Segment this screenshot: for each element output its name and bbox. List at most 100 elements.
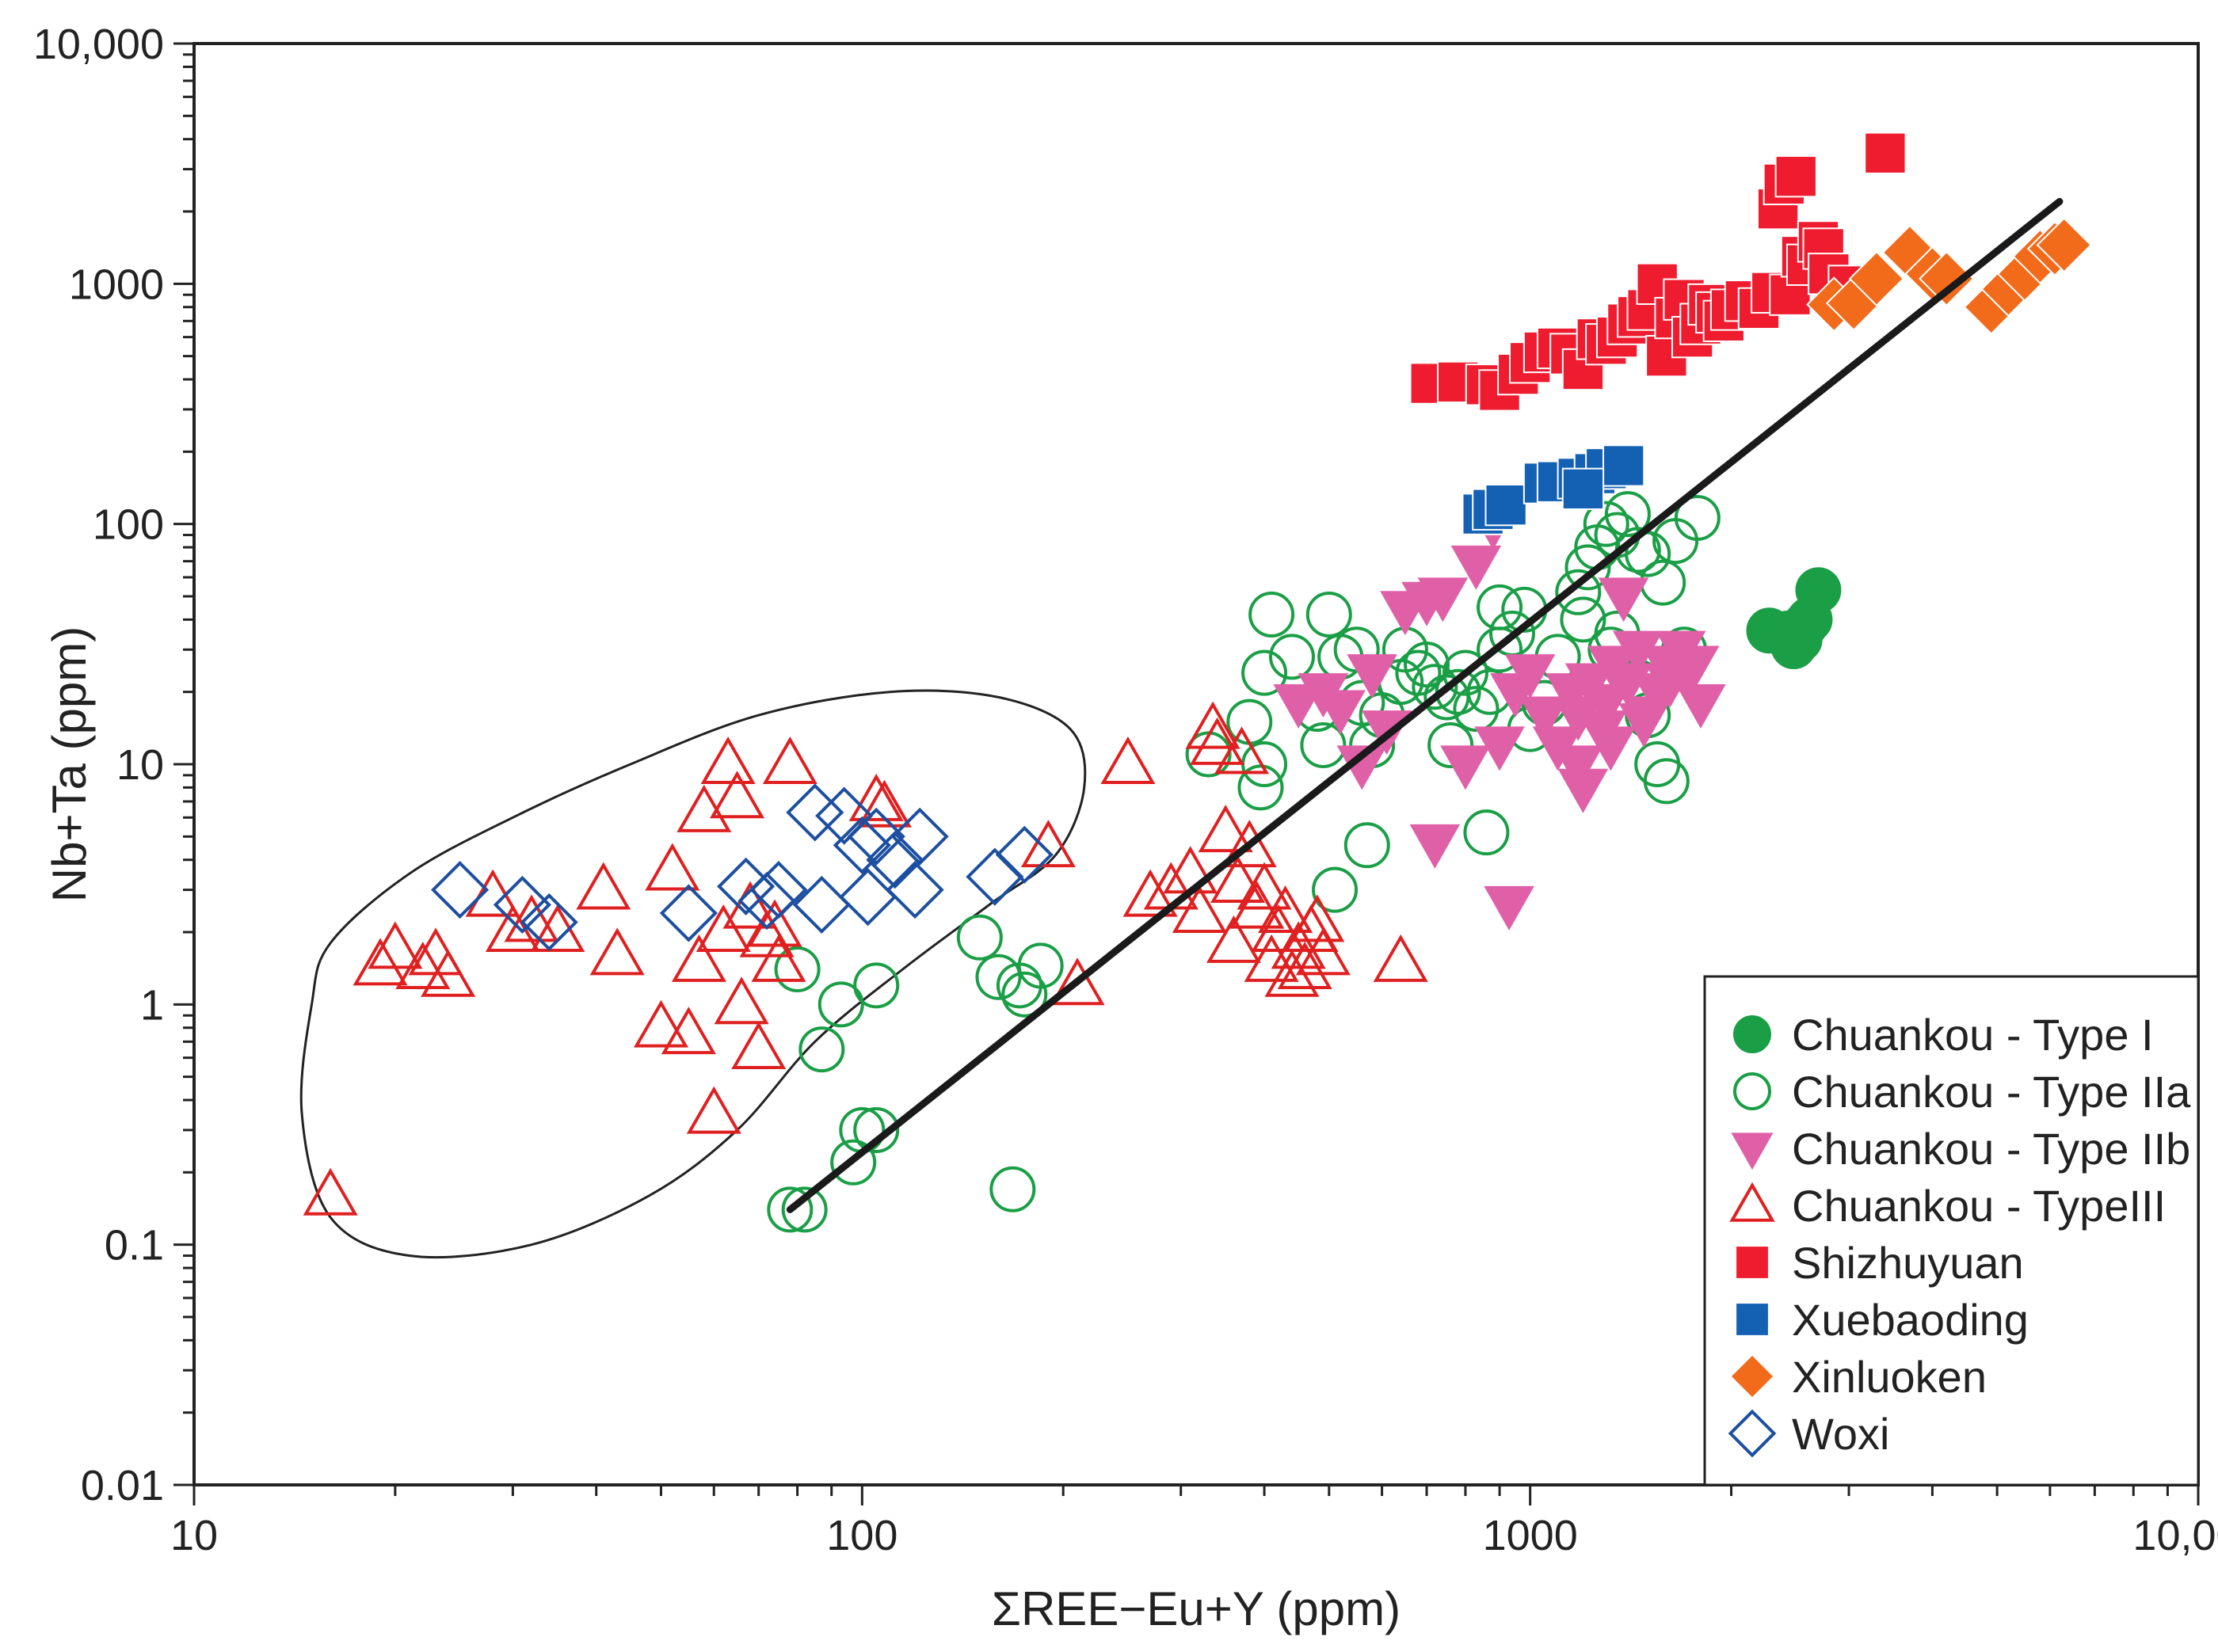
data-point [817, 981, 864, 1028]
legend-label: Woxi [1792, 1409, 1889, 1459]
legend-box [1703, 975, 2200, 1486]
legend-entry: Chuankou - Type I [1733, 1010, 2154, 1060]
data-point [2036, 217, 2092, 273]
data-point [589, 927, 645, 976]
data-point [1343, 822, 1390, 869]
field-outline-layer [299, 689, 1087, 1259]
legend-marker [1733, 1072, 1771, 1110]
data-point [1237, 764, 1284, 811]
data-point [1271, 921, 1326, 969]
series-chuankou-type-i [1746, 567, 1842, 669]
legend-marker [1731, 1132, 1774, 1170]
data-point [1463, 809, 1510, 856]
data-point [956, 914, 1003, 961]
y-axis-title: Nb+Ta (ppm) [43, 626, 96, 902]
data-point [1583, 501, 1629, 547]
data-point [661, 1007, 716, 1055]
data-point [798, 1026, 845, 1073]
data-point [1273, 683, 1324, 729]
data-point [989, 1166, 1036, 1212]
data-point [1305, 591, 1352, 638]
data-point [1585, 726, 1637, 771]
data-point [890, 807, 949, 866]
trend-line [786, 197, 2064, 1213]
data-point [576, 862, 631, 910]
data-point [1300, 721, 1347, 768]
data-point [767, 1186, 814, 1233]
data-point [1190, 717, 1245, 765]
legend-label: Shizhuyuan [1792, 1238, 2024, 1288]
data-point [853, 1106, 900, 1153]
series-woxi [431, 783, 1054, 952]
data-point [1555, 569, 1602, 615]
data-point [700, 736, 756, 784]
data-point [1237, 862, 1292, 910]
legend-entry: Xuebaoding [1735, 1295, 2029, 1345]
data-point [1312, 866, 1359, 913]
data-point [815, 786, 874, 845]
data-point [1395, 649, 1442, 696]
data-point [1519, 696, 1570, 741]
data-point [1484, 885, 1534, 931]
legend-marker [1729, 1353, 1775, 1399]
data-point [839, 868, 897, 927]
data-point [1643, 758, 1690, 805]
field-outline [299, 689, 1087, 1259]
y-tick-label: 1000 [69, 261, 164, 308]
data-point [762, 736, 817, 784]
data-point [1474, 726, 1525, 771]
data-point [1618, 702, 1670, 748]
data-point [1450, 545, 1502, 590]
data-point [1214, 726, 1270, 775]
data-point [1782, 602, 1828, 649]
y-tick-label: 0.01 [81, 1462, 164, 1509]
legend-label: Xinluoken [1792, 1352, 1987, 1402]
data-point [1221, 820, 1277, 868]
data-point [1423, 674, 1470, 721]
data-point [493, 875, 551, 934]
legend-marker [1729, 1182, 1775, 1222]
data-point [731, 1022, 787, 1070]
data-point [1675, 683, 1726, 729]
y-tick-label: 10 [116, 741, 164, 789]
data-point [1477, 584, 1523, 630]
data-point [1241, 649, 1288, 696]
data-point [857, 779, 913, 828]
data-point [1172, 885, 1227, 933]
data-point [1864, 131, 1907, 174]
series-xuebaoding [1462, 444, 1645, 535]
data-point [1604, 491, 1651, 538]
data-point [975, 954, 1022, 1000]
x-tick-label: 10 [170, 1512, 218, 1559]
data-point [1277, 941, 1332, 989]
x-axis-title: ΣREE−Eu+Y (ppm) [992, 1582, 1401, 1635]
data-point [751, 934, 806, 982]
data-point [714, 976, 769, 1025]
data-point [995, 825, 1054, 884]
legend-marker [1735, 1302, 1770, 1337]
series-chuankou-typeiii [303, 701, 1428, 1216]
data-point [1251, 904, 1306, 952]
data-point [866, 831, 924, 889]
data-point [1373, 934, 1428, 982]
trend-line-layer [786, 197, 2064, 1213]
data-point [847, 807, 905, 866]
data-point [1453, 686, 1500, 733]
data-point [786, 783, 844, 842]
legend-label: Chuankou - Type IIa [1792, 1067, 2191, 1117]
x-tick-label: 10,000 [2132, 1512, 2218, 1559]
legend-label: Chuankou - TypeIII [1792, 1181, 2166, 1231]
data-point [1919, 250, 1975, 307]
data-point [1315, 690, 1366, 735]
data-point [1598, 577, 1649, 622]
data-point [781, 1186, 828, 1233]
data-point [1185, 701, 1240, 749]
series-chuankou-type-iib [1273, 505, 1726, 931]
data-point [1442, 649, 1488, 696]
y-tick-label: 0.1 [105, 1222, 164, 1269]
data-point [830, 1139, 877, 1186]
y-tick-label: 10,000 [33, 21, 164, 68]
data-point [395, 941, 451, 989]
data-point [1504, 654, 1556, 699]
